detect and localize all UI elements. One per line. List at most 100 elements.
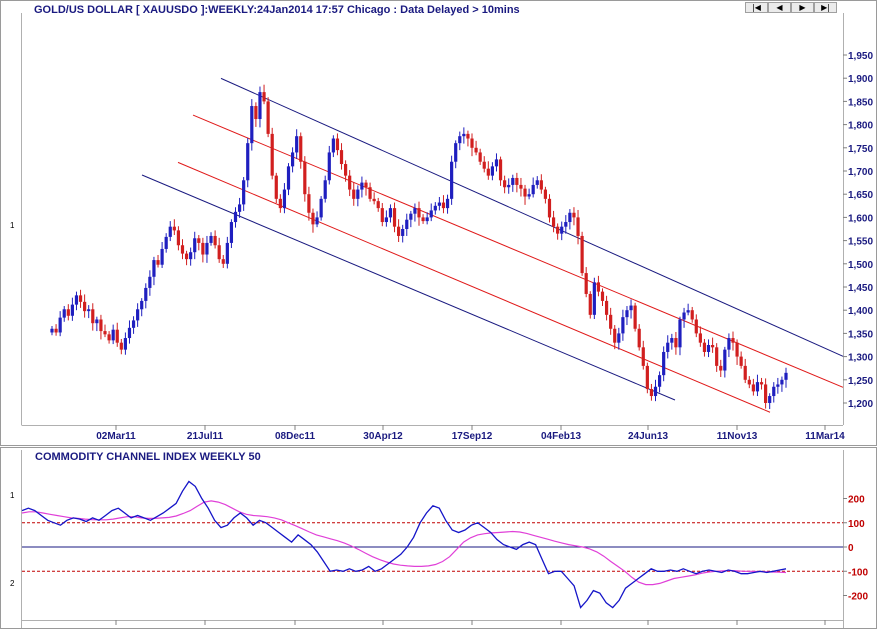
last-page-button[interactable]: ▶| bbox=[814, 2, 837, 13]
candle-body bbox=[315, 217, 319, 225]
candle-body bbox=[592, 282, 596, 315]
candle-body bbox=[482, 161, 486, 169]
candle-body bbox=[144, 287, 148, 301]
date-x-tick-label: 17Sep12 bbox=[452, 431, 493, 442]
candle-body bbox=[576, 217, 580, 236]
candle-body bbox=[397, 226, 401, 236]
candle-body bbox=[462, 133, 466, 137]
candle-body bbox=[772, 386, 776, 397]
candle-body bbox=[233, 211, 238, 223]
candle-body bbox=[66, 309, 70, 316]
candle-body bbox=[282, 189, 287, 209]
candle-body bbox=[360, 182, 364, 190]
candle-body bbox=[662, 351, 666, 376]
candle-body bbox=[262, 92, 266, 102]
candle-body bbox=[221, 259, 225, 264]
candle-body bbox=[445, 198, 450, 209]
candle-body bbox=[564, 222, 568, 227]
candle-body bbox=[531, 184, 535, 195]
date-x-tick-label: 11Nov13 bbox=[717, 431, 758, 442]
candle-body bbox=[152, 260, 156, 277]
previous-page-button[interactable]: ◀ bbox=[768, 2, 791, 13]
cci-line bbox=[21, 480, 787, 609]
cci-y-tick-label: -200 bbox=[848, 592, 868, 603]
candle-body bbox=[290, 152, 295, 167]
candle-body bbox=[246, 143, 250, 181]
candle-body bbox=[637, 328, 641, 348]
price-y-tick-label: 1,750 bbox=[848, 144, 873, 155]
candle-body bbox=[507, 184, 511, 188]
candle-body bbox=[596, 282, 601, 292]
date-x-tick-label: 30Apr12 bbox=[363, 431, 403, 442]
candle-body bbox=[278, 198, 282, 209]
candle-body bbox=[299, 136, 303, 162]
candle-body bbox=[698, 333, 702, 343]
candle-body bbox=[523, 188, 527, 197]
candle-body bbox=[604, 300, 609, 315]
candle-body bbox=[54, 328, 58, 333]
candle-body bbox=[580, 235, 584, 274]
candle-body bbox=[160, 248, 164, 265]
candle-body bbox=[715, 347, 719, 366]
candle-body bbox=[344, 164, 348, 176]
candle-body bbox=[119, 342, 123, 350]
date-x-tick-label: 24Jun13 bbox=[628, 431, 668, 442]
candle-body bbox=[739, 356, 743, 366]
date-x-tick-label: 21Jul11 bbox=[187, 431, 224, 442]
candle-body bbox=[735, 342, 739, 357]
candle-body bbox=[711, 345, 715, 348]
candle-body bbox=[266, 101, 270, 134]
candle-body bbox=[641, 347, 645, 366]
candle-body bbox=[429, 210, 433, 218]
candle-body bbox=[99, 319, 103, 332]
candle-body bbox=[474, 147, 478, 153]
candle-body bbox=[466, 133, 470, 139]
candle-body bbox=[286, 166, 291, 190]
candle-body bbox=[164, 236, 168, 249]
price-y-tick-label: 1,950 bbox=[848, 51, 873, 62]
candle-body bbox=[780, 379, 784, 385]
candle-body bbox=[356, 189, 360, 199]
price-y-tick-label: 1,400 bbox=[848, 306, 873, 317]
candle-body bbox=[107, 334, 111, 341]
candle-body bbox=[103, 331, 107, 335]
candle-body bbox=[254, 106, 258, 120]
date-x-tick-label: 08Dec11 bbox=[275, 431, 315, 442]
price-y-tick-label: 1,850 bbox=[848, 97, 873, 108]
candle-body bbox=[498, 159, 503, 181]
candle-body bbox=[535, 180, 539, 185]
candle-body bbox=[376, 201, 380, 209]
candle-body bbox=[401, 229, 405, 236]
candle-body bbox=[409, 213, 413, 220]
next-page-button[interactable]: ▶ bbox=[791, 2, 814, 13]
candle-body bbox=[405, 219, 409, 229]
candle-body bbox=[184, 253, 189, 260]
first-page-button[interactable]: |◀ bbox=[745, 2, 768, 13]
candle-body bbox=[609, 314, 613, 329]
candle-body bbox=[339, 150, 344, 165]
candle-body bbox=[70, 304, 74, 316]
candle-body bbox=[148, 276, 152, 288]
candle-body bbox=[588, 293, 592, 315]
candle-body bbox=[678, 319, 682, 348]
candle-body bbox=[205, 242, 209, 255]
price-y-tick-label: 1,300 bbox=[848, 353, 873, 364]
candle-body bbox=[95, 319, 99, 324]
candle-body bbox=[621, 317, 625, 334]
candle-body bbox=[560, 226, 564, 234]
price-y-tick-label: 1,650 bbox=[848, 190, 873, 201]
candle-body bbox=[556, 226, 560, 234]
indicator-pane-number-top: 1 bbox=[10, 491, 15, 500]
candle-body bbox=[784, 372, 788, 380]
candle-body bbox=[454, 143, 458, 162]
candle-body bbox=[380, 208, 384, 223]
candle-body bbox=[136, 309, 140, 321]
candle-body bbox=[706, 345, 711, 352]
candle-body bbox=[189, 252, 193, 260]
candle-body bbox=[747, 379, 751, 385]
candle-body bbox=[83, 301, 87, 312]
price-y-tick-label: 1,250 bbox=[848, 376, 873, 387]
candle-body bbox=[123, 338, 127, 350]
candle-body bbox=[450, 161, 454, 199]
candle-body bbox=[584, 273, 588, 294]
